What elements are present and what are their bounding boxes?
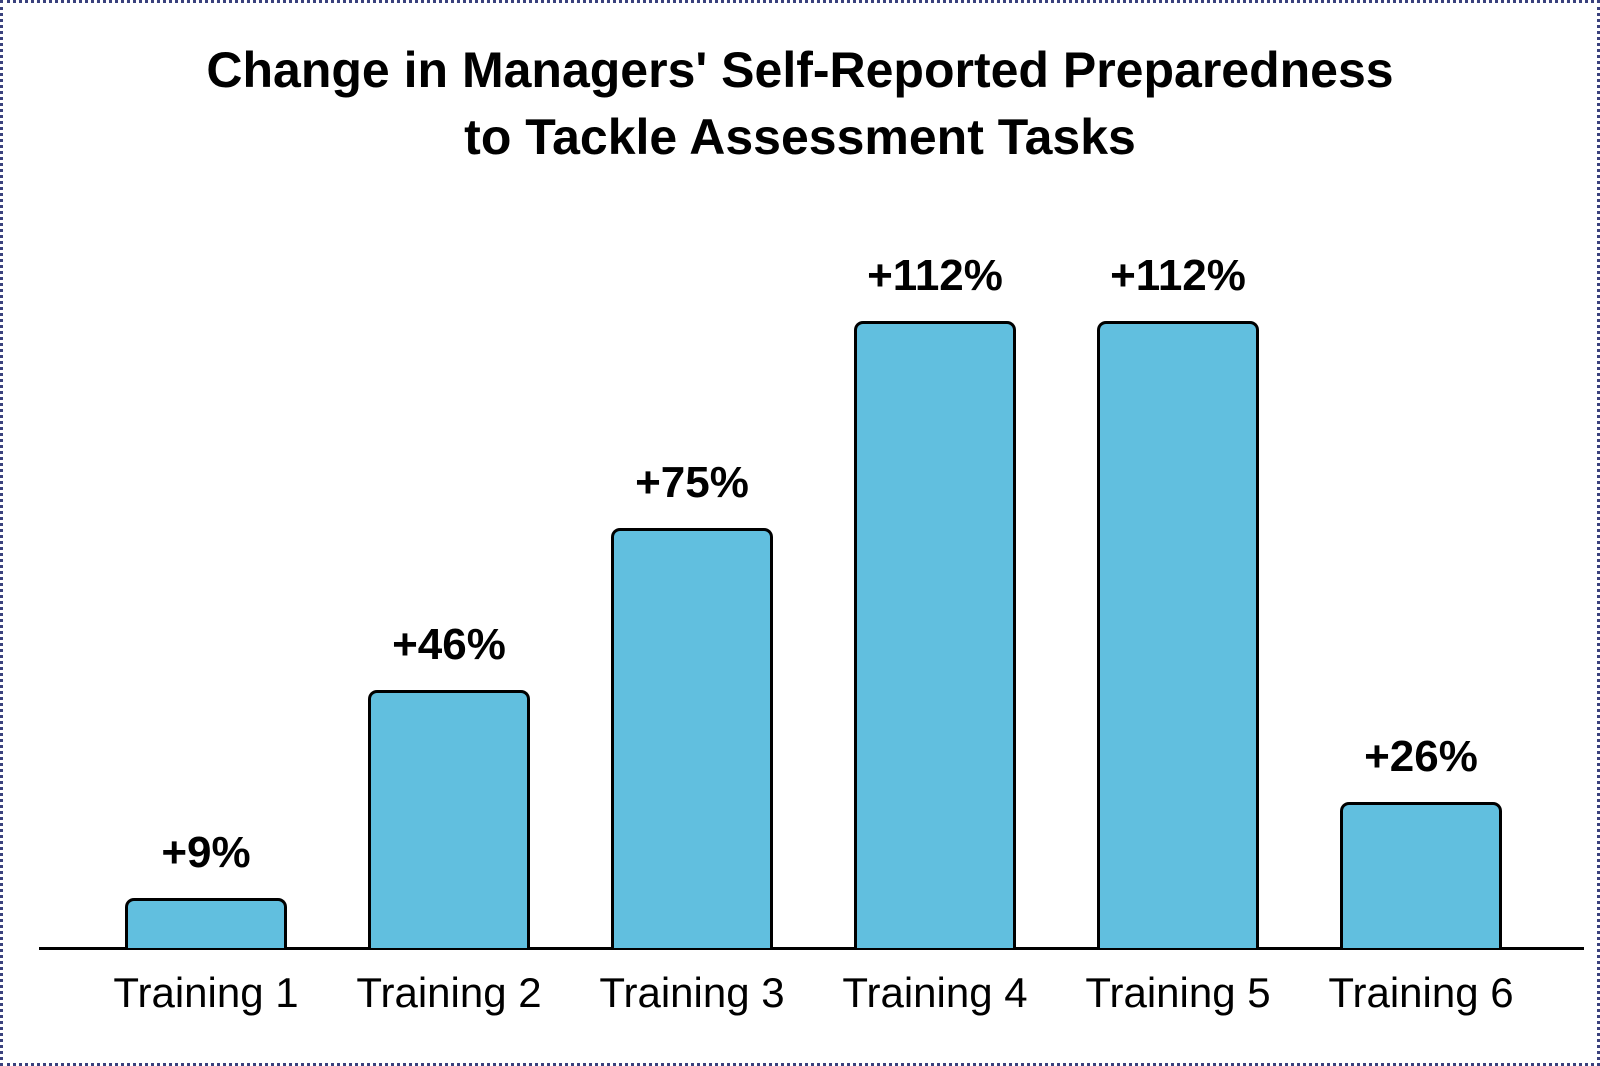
bar-value-label-3: +75% [635, 458, 749, 507]
bar-training-3 [611, 528, 773, 948]
x-tick-label-5: Training 5 [1085, 969, 1271, 1016]
bar-training-4 [854, 321, 1016, 948]
x-tick-label-6: Training 6 [1328, 969, 1514, 1016]
bar-training-1 [125, 898, 287, 948]
bar-training-6 [1340, 802, 1502, 948]
x-axis-line [39, 947, 1584, 950]
bar-value-label-2: +46% [392, 620, 506, 669]
bar-training-5 [1097, 321, 1259, 948]
bar-training-2 [368, 690, 530, 948]
x-tick-label-1: Training 1 [113, 969, 299, 1016]
bar-value-label-1: +9% [161, 828, 251, 877]
x-tick-label-4: Training 4 [842, 969, 1028, 1016]
chart-title: Change in Managers' Self-Reported Prepar… [3, 37, 1597, 170]
chart-title-line-1: Change in Managers' Self-Reported Prepar… [206, 42, 1394, 98]
bar-value-label-6: +26% [1364, 732, 1478, 781]
bar-value-label-5: +112% [1110, 251, 1246, 300]
x-tick-label-3: Training 3 [599, 969, 785, 1016]
bar-value-label-4: +112% [867, 251, 1003, 300]
plot-area: +9% Training 1 +46% Training 2 +75% Training … [3, 3, 1597, 1063]
x-tick-label-2: Training 2 [356, 969, 542, 1016]
chart-title-line-2: to Tackle Assessment Tasks [464, 108, 1136, 165]
